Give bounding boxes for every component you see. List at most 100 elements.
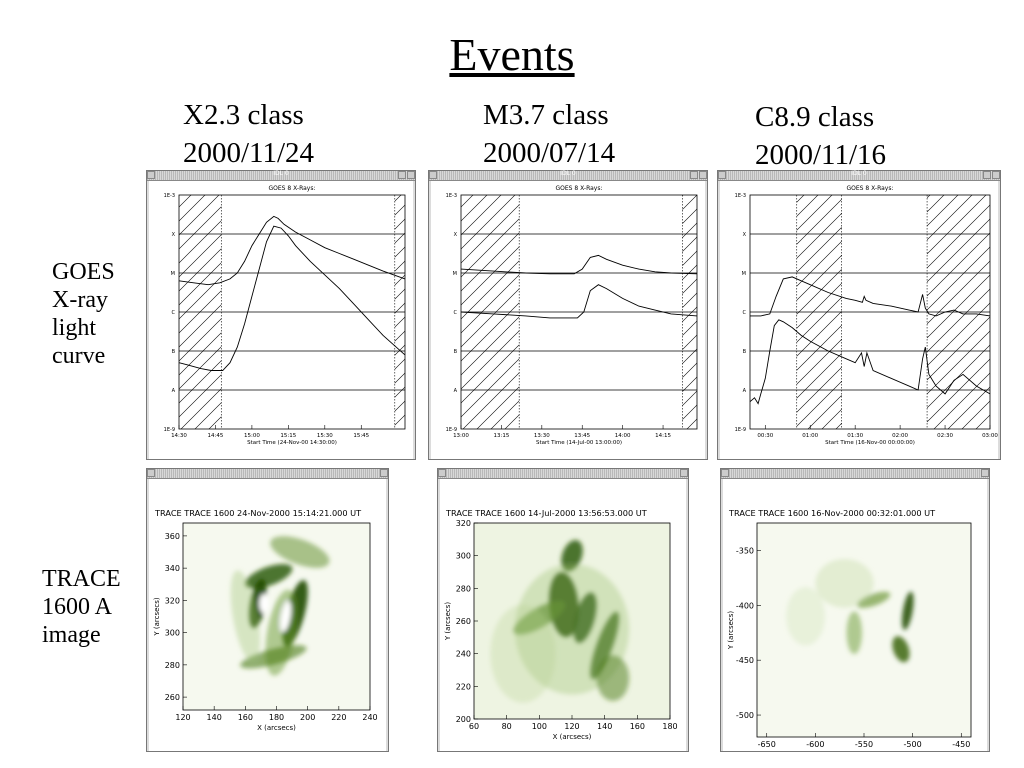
x-tick-label: -450 bbox=[952, 740, 970, 749]
y-tick-label: C bbox=[743, 310, 747, 316]
chart-title: GOES 8 X-Rays: bbox=[556, 185, 603, 192]
y-tick-label: 300 bbox=[165, 629, 180, 638]
plot-frame bbox=[749, 194, 991, 430]
window-titlebar[interactable] bbox=[147, 469, 388, 479]
window-title: IDL 0 bbox=[273, 170, 289, 177]
x-tick-label: 140 bbox=[207, 713, 222, 722]
x-axis-label: Start Time (14-Jul-00 13:00:00) bbox=[536, 440, 622, 446]
window-maximize-button[interactable] bbox=[699, 171, 707, 179]
window-titlebar[interactable]: IDL 0 bbox=[147, 170, 415, 181]
x-tick-label: 160 bbox=[238, 713, 253, 722]
x-tick-label: 200 bbox=[300, 713, 315, 722]
x-tick-label: 02:30 bbox=[937, 433, 953, 439]
y-tick-label: 1E-3 bbox=[735, 193, 746, 199]
emission-region bbox=[259, 594, 269, 613]
chart-title: GOES 8 X-Rays: bbox=[269, 185, 316, 192]
x-tick-label: 14:30 bbox=[171, 433, 187, 439]
y-tick-label: A bbox=[743, 388, 747, 394]
short-channel-curve bbox=[460, 284, 698, 319]
column-date: 2000/11/24 bbox=[183, 137, 315, 169]
window-menu-button[interactable] bbox=[147, 469, 155, 477]
emission-region bbox=[857, 591, 891, 608]
window-titlebar[interactable] bbox=[721, 469, 989, 479]
window-menu-button[interactable] bbox=[429, 171, 437, 179]
y-tick-label: 1E-3 bbox=[164, 193, 175, 199]
y-tick-label: 240 bbox=[456, 650, 471, 659]
trace-image-1: TRACE TRACE 1600 24-Nov-2000 15:14:21.00… bbox=[149, 479, 386, 751]
y-tick-label: -400 bbox=[736, 601, 754, 610]
emission-region bbox=[561, 539, 583, 572]
emission-region bbox=[245, 563, 293, 589]
goes-window-2: IDL 0 GOES 8 X-Rays: 1E-3 X M C B A 1E-9 13:00 13… bbox=[428, 170, 708, 460]
window-menu-button[interactable] bbox=[721, 469, 729, 477]
x-tick-label: -600 bbox=[806, 740, 824, 749]
window-maximize-button[interactable] bbox=[407, 171, 415, 179]
window-close-button[interactable] bbox=[680, 469, 688, 477]
column-class: X2.3 class bbox=[183, 99, 304, 131]
emission-region bbox=[490, 604, 556, 703]
emission-region bbox=[815, 559, 874, 608]
window-menu-button[interactable] bbox=[718, 171, 726, 179]
y-tick-label: X bbox=[743, 232, 747, 238]
column-class: M3.7 class bbox=[483, 99, 609, 131]
y-tick-label: 260 bbox=[456, 617, 471, 626]
x-tick-label: 14:45 bbox=[208, 433, 224, 439]
emission-region bbox=[240, 645, 307, 669]
x-axis-label: Start Time (24-Nov-00 14:30:00) bbox=[247, 440, 337, 446]
x-tick-label: 13:30 bbox=[534, 433, 550, 439]
x-tick-label: 15:15 bbox=[280, 433, 296, 439]
y-tick-label: X bbox=[172, 232, 176, 238]
window-titlebar[interactable] bbox=[438, 469, 688, 479]
y-tick-label: 220 bbox=[456, 682, 471, 691]
row-label-line: 1600 A bbox=[42, 594, 113, 620]
window-titlebar[interactable]: IDL 0 bbox=[429, 170, 707, 181]
x-tick-label: 00:30 bbox=[757, 433, 773, 439]
window-maximize-button[interactable] bbox=[992, 171, 1000, 179]
x-tick-label: 13:00 bbox=[453, 433, 469, 439]
y-axis-label: Y (arcsecs) bbox=[444, 602, 452, 642]
emission-region bbox=[892, 636, 910, 663]
emission-region bbox=[846, 611, 863, 655]
window-titlebar[interactable]: IDL 0 bbox=[718, 170, 1000, 181]
chart-title: GOES 8 X-Rays: bbox=[847, 185, 894, 192]
x-tick-label: 01:00 bbox=[802, 433, 818, 439]
x-tick-label: 120 bbox=[175, 713, 190, 722]
image-title: TRACE TRACE 1600 14-Jul-2000 13:56:53.00… bbox=[445, 508, 648, 518]
x-tick-label: -500 bbox=[904, 740, 922, 749]
y-tick-label: 360 bbox=[165, 532, 180, 541]
x-tick-label: 80 bbox=[502, 722, 512, 731]
y-tick-label: 1E-3 bbox=[446, 193, 457, 199]
y-tick-label: B bbox=[743, 349, 747, 355]
y-tick-label: 200 bbox=[456, 715, 471, 724]
y-tick-label: M bbox=[742, 271, 746, 277]
column-header-x23: X2.3 class 2000/11/24 bbox=[183, 96, 314, 172]
y-tick-label: M bbox=[453, 271, 457, 277]
y-tick-label: X bbox=[454, 232, 458, 238]
row-label-line: TRACE bbox=[42, 566, 121, 592]
window-minimize-button[interactable] bbox=[983, 171, 991, 179]
column-date: 2000/11/16 bbox=[755, 139, 887, 171]
window-close-button[interactable] bbox=[981, 469, 989, 477]
goes-chart-2: GOES 8 X-Rays: 1E-3 X M C B A 1E-913:00 13:15 13:… bbox=[431, 181, 705, 459]
y-axis-label: Y (arcsecs) bbox=[153, 597, 161, 637]
window-close-button[interactable] bbox=[380, 469, 388, 477]
y-tick-label: 340 bbox=[165, 564, 180, 573]
window-menu-button[interactable] bbox=[147, 171, 155, 179]
emission-region bbox=[280, 601, 292, 632]
window-minimize-button[interactable] bbox=[690, 171, 698, 179]
x-tick-label: 220 bbox=[331, 713, 346, 722]
emission-layer bbox=[490, 539, 630, 703]
x-axis-label: X (arcsecs) bbox=[553, 733, 592, 741]
trace-image-3: TRACE TRACE 1600 16-Nov-2000 00:32:01.00… bbox=[723, 479, 987, 751]
y-tick-label: -350 bbox=[736, 546, 754, 555]
image-title: TRACE TRACE 1600 24-Nov-2000 15:14:21.00… bbox=[154, 508, 362, 518]
goes-chart-3: GOES 8 X-Rays: 1E-3 X M C B A 1E-9 00:30 01:00 01:… bbox=[720, 181, 998, 459]
window-minimize-button[interactable] bbox=[398, 171, 406, 179]
x-tick-label: 03:00 bbox=[982, 433, 998, 439]
y-tick-label: 320 bbox=[165, 596, 180, 605]
y-tick-label: A bbox=[454, 388, 458, 394]
window-menu-button[interactable] bbox=[438, 469, 446, 477]
x-tick-label: 13:15 bbox=[493, 433, 509, 439]
x-tick-label: 140 bbox=[597, 722, 612, 731]
trace-window-3: TRACE TRACE 1600 16-Nov-2000 00:32:01.00… bbox=[720, 468, 990, 752]
